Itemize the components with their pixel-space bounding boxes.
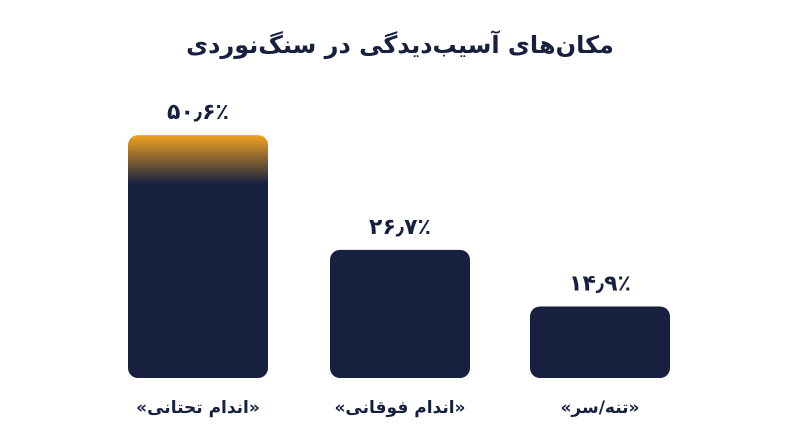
value-label: ۱۴٫۹٪ [569,271,631,296]
category-label: «اندام تحتانی» [136,398,260,418]
category-label: «تنه/سر» [560,398,639,418]
chart-title: مکان‌های آسیب‌دیدگی در سنگ‌نوردی [186,30,614,59]
bar [128,135,268,378]
bar [330,249,470,378]
category-label: «اندام فوقانی» [334,398,465,418]
bar [530,306,670,378]
value-label: ۲۶٫۷٪ [369,215,431,240]
value-label: ۵۰٫۶٪ [167,100,229,125]
